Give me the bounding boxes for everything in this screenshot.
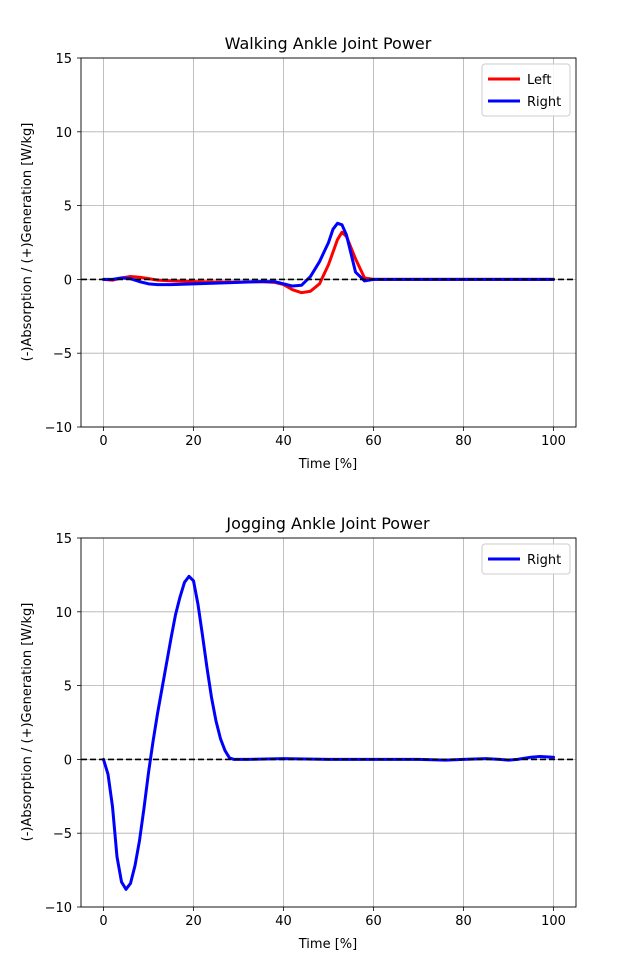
x-tick-label: 100 — [541, 914, 566, 929]
legend-label-right: Right — [527, 553, 561, 568]
x-axis-label: Time [%] — [298, 937, 357, 952]
y-axis-label: (-)Absorption / (+)Generation [W/kg] — [20, 123, 35, 362]
x-tick-label: 20 — [185, 914, 202, 929]
x-tick-label: 80 — [455, 434, 472, 449]
y-tick-label: 10 — [55, 606, 72, 621]
x-axis-label: Time [%] — [298, 457, 357, 472]
legend: Left Right — [481, 63, 571, 117]
series-line-left — [102, 230, 555, 295]
x-tick-label: 60 — [365, 434, 382, 449]
ticks: 0 20 40 60 80 100 −10 −5 0 5 10 15 — [45, 52, 566, 449]
x-tick-label: 100 — [541, 434, 566, 449]
plot-area — [81, 221, 576, 295]
axes-frame — [80, 57, 577, 428]
ticks: 0 20 40 60 80 100 −10 −5 0 5 10 15 — [45, 532, 566, 929]
x-tick-label: 0 — [99, 434, 107, 449]
y-tick-label: −10 — [45, 421, 72, 436]
legend-label-right: Right — [527, 95, 561, 110]
x-tick-label: 40 — [275, 914, 292, 929]
x-tick-label: 20 — [185, 434, 202, 449]
walking-chart-panel: Walking Ankle Joint Power Time [%] (-)Ab… — [20, 34, 577, 472]
y-tick-label: 10 — [55, 126, 72, 141]
axes-frame — [80, 537, 577, 908]
legend-label-left: Left — [527, 73, 551, 88]
chart-title: Walking Ankle Joint Power — [225, 34, 432, 53]
y-tick-label: 5 — [64, 200, 72, 215]
y-tick-label: 15 — [55, 52, 72, 67]
x-tick-label: 40 — [275, 434, 292, 449]
y-tick-label: 5 — [64, 680, 72, 695]
plot-area — [81, 574, 576, 891]
y-tick-label: −5 — [53, 347, 72, 362]
legend-box — [481, 63, 571, 117]
y-tick-label: 0 — [64, 273, 72, 288]
jogging-chart-panel: Jogging Ankle Joint Power Time [%] (-)Ab… — [20, 514, 577, 952]
series-line-right — [102, 574, 555, 891]
x-tick-label: 60 — [365, 914, 382, 929]
y-tick-label: 0 — [64, 753, 72, 768]
legend-box — [481, 543, 571, 575]
x-tick-label: 0 — [99, 914, 107, 929]
chart-title: Jogging Ankle Joint Power — [225, 514, 430, 533]
y-tick-label: −5 — [53, 827, 72, 842]
y-axis-label: (-)Absorption / (+)Generation [W/kg] — [20, 603, 35, 842]
x-tick-label: 80 — [455, 914, 472, 929]
y-tick-label: −10 — [45, 901, 72, 916]
series-line-right — [102, 221, 555, 288]
legend: Right — [481, 543, 571, 575]
y-tick-label: 15 — [55, 532, 72, 547]
